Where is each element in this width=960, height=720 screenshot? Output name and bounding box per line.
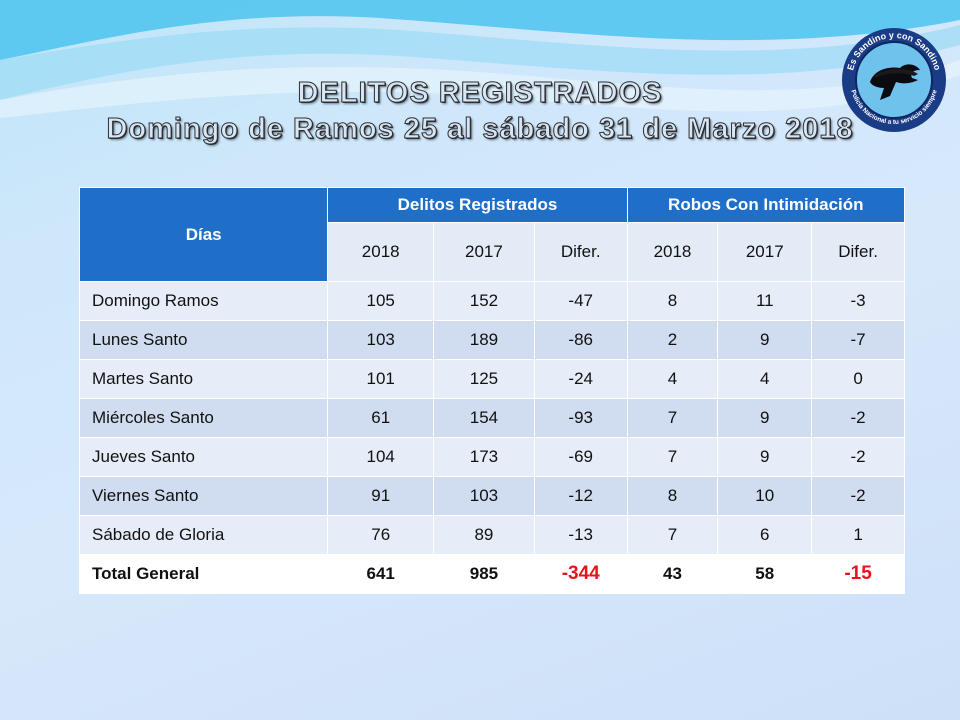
cell: 2 [626, 320, 719, 360]
cell: -93 [533, 398, 628, 438]
table-row: Miércoles Santo 61 154 -93 7 9 -2 [78, 398, 905, 438]
cell: 89 [433, 515, 535, 555]
cell: 105 [327, 281, 435, 321]
cell: -24 [533, 359, 628, 399]
subheader-difer: Difer. [533, 222, 628, 282]
cell: -2 [811, 398, 905, 438]
header-robos-con-intimidacion: Robos Con Intimidación [626, 187, 906, 223]
cell: 8 [626, 281, 719, 321]
cell: 7 [626, 398, 719, 438]
cell: 76 [327, 515, 435, 555]
header-dias: Días [78, 187, 329, 282]
cell: 125 [433, 359, 535, 399]
crimes-table: Días Delitos Registrados Robos Con Intim… [78, 187, 906, 594]
cell: 103 [433, 476, 535, 516]
table-row: Sábado de Gloria 76 89 -13 7 6 1 [78, 515, 905, 555]
total-label: Total General [78, 554, 329, 594]
cell: 152 [433, 281, 535, 321]
cell: 11 [717, 281, 813, 321]
title-line-1: DELITOS REGISTRADOS [297, 77, 663, 110]
cell: 1 [811, 515, 905, 555]
cell: 7 [626, 515, 719, 555]
row-day: Jueves Santo [78, 437, 329, 477]
cell: 7 [626, 437, 719, 477]
cell: 104 [327, 437, 435, 477]
cell: 101 [327, 359, 435, 399]
table-row: Martes Santo 101 125 -24 4 4 0 [78, 359, 905, 399]
total-cell: 58 [717, 554, 813, 594]
row-day: Miércoles Santo [78, 398, 329, 438]
total-difer-robos: -15 [811, 554, 905, 594]
cell: 9 [717, 398, 813, 438]
subheader-2017: 2017 [433, 222, 535, 282]
table-row: Lunes Santo 103 189 -86 2 9 -7 [78, 320, 905, 360]
table-row: Jueves Santo 104 173 -69 7 9 -2 [78, 437, 905, 477]
total-cell: 43 [626, 554, 719, 594]
cell: -3 [811, 281, 905, 321]
subheader-2017: 2017 [717, 222, 813, 282]
cell: -12 [533, 476, 628, 516]
row-day: Lunes Santo [78, 320, 329, 360]
total-row: Total General 641 985 -344 43 58 -15 [78, 554, 905, 594]
subheader-2018: 2018 [626, 222, 719, 282]
slide-title: DELITOS REGISTRADOS Domingo de Ramos 25 … [0, 74, 960, 146]
subheader-difer: Difer. [811, 222, 905, 282]
cell: 4 [717, 359, 813, 399]
cell: 9 [717, 320, 813, 360]
cell: 6 [717, 515, 813, 555]
cell: 103 [327, 320, 435, 360]
title-line-2: Domingo de Ramos 25 al sábado 31 de Marz… [106, 113, 854, 146]
cell: 189 [433, 320, 535, 360]
cell: 91 [327, 476, 435, 516]
cell: 9 [717, 437, 813, 477]
row-day: Viernes Santo [78, 476, 329, 516]
row-day: Domingo Ramos [78, 281, 329, 321]
total-difer-delitos: -344 [533, 554, 628, 594]
cell: -86 [533, 320, 628, 360]
cell: -47 [533, 281, 628, 321]
total-cell: 641 [327, 554, 435, 594]
cell: 173 [433, 437, 535, 477]
cell: 8 [626, 476, 719, 516]
cell: 154 [433, 398, 535, 438]
table-row: Domingo Ramos 105 152 -47 8 11 -3 [78, 281, 905, 321]
cell: 10 [717, 476, 813, 516]
table-row: Viernes Santo 91 103 -12 8 10 -2 [78, 476, 905, 516]
cell: -13 [533, 515, 628, 555]
cell: -2 [811, 476, 905, 516]
total-cell: 985 [433, 554, 535, 594]
header-delitos-registrados: Delitos Registrados [327, 187, 628, 223]
cell: 61 [327, 398, 435, 438]
subheader-2018: 2018 [327, 222, 435, 282]
row-day: Martes Santo [78, 359, 329, 399]
cell: 0 [811, 359, 905, 399]
cell: -7 [811, 320, 905, 360]
cell: 4 [626, 359, 719, 399]
cell: -69 [533, 437, 628, 477]
cell: -2 [811, 437, 905, 477]
row-day: Sábado de Gloria [78, 515, 329, 555]
